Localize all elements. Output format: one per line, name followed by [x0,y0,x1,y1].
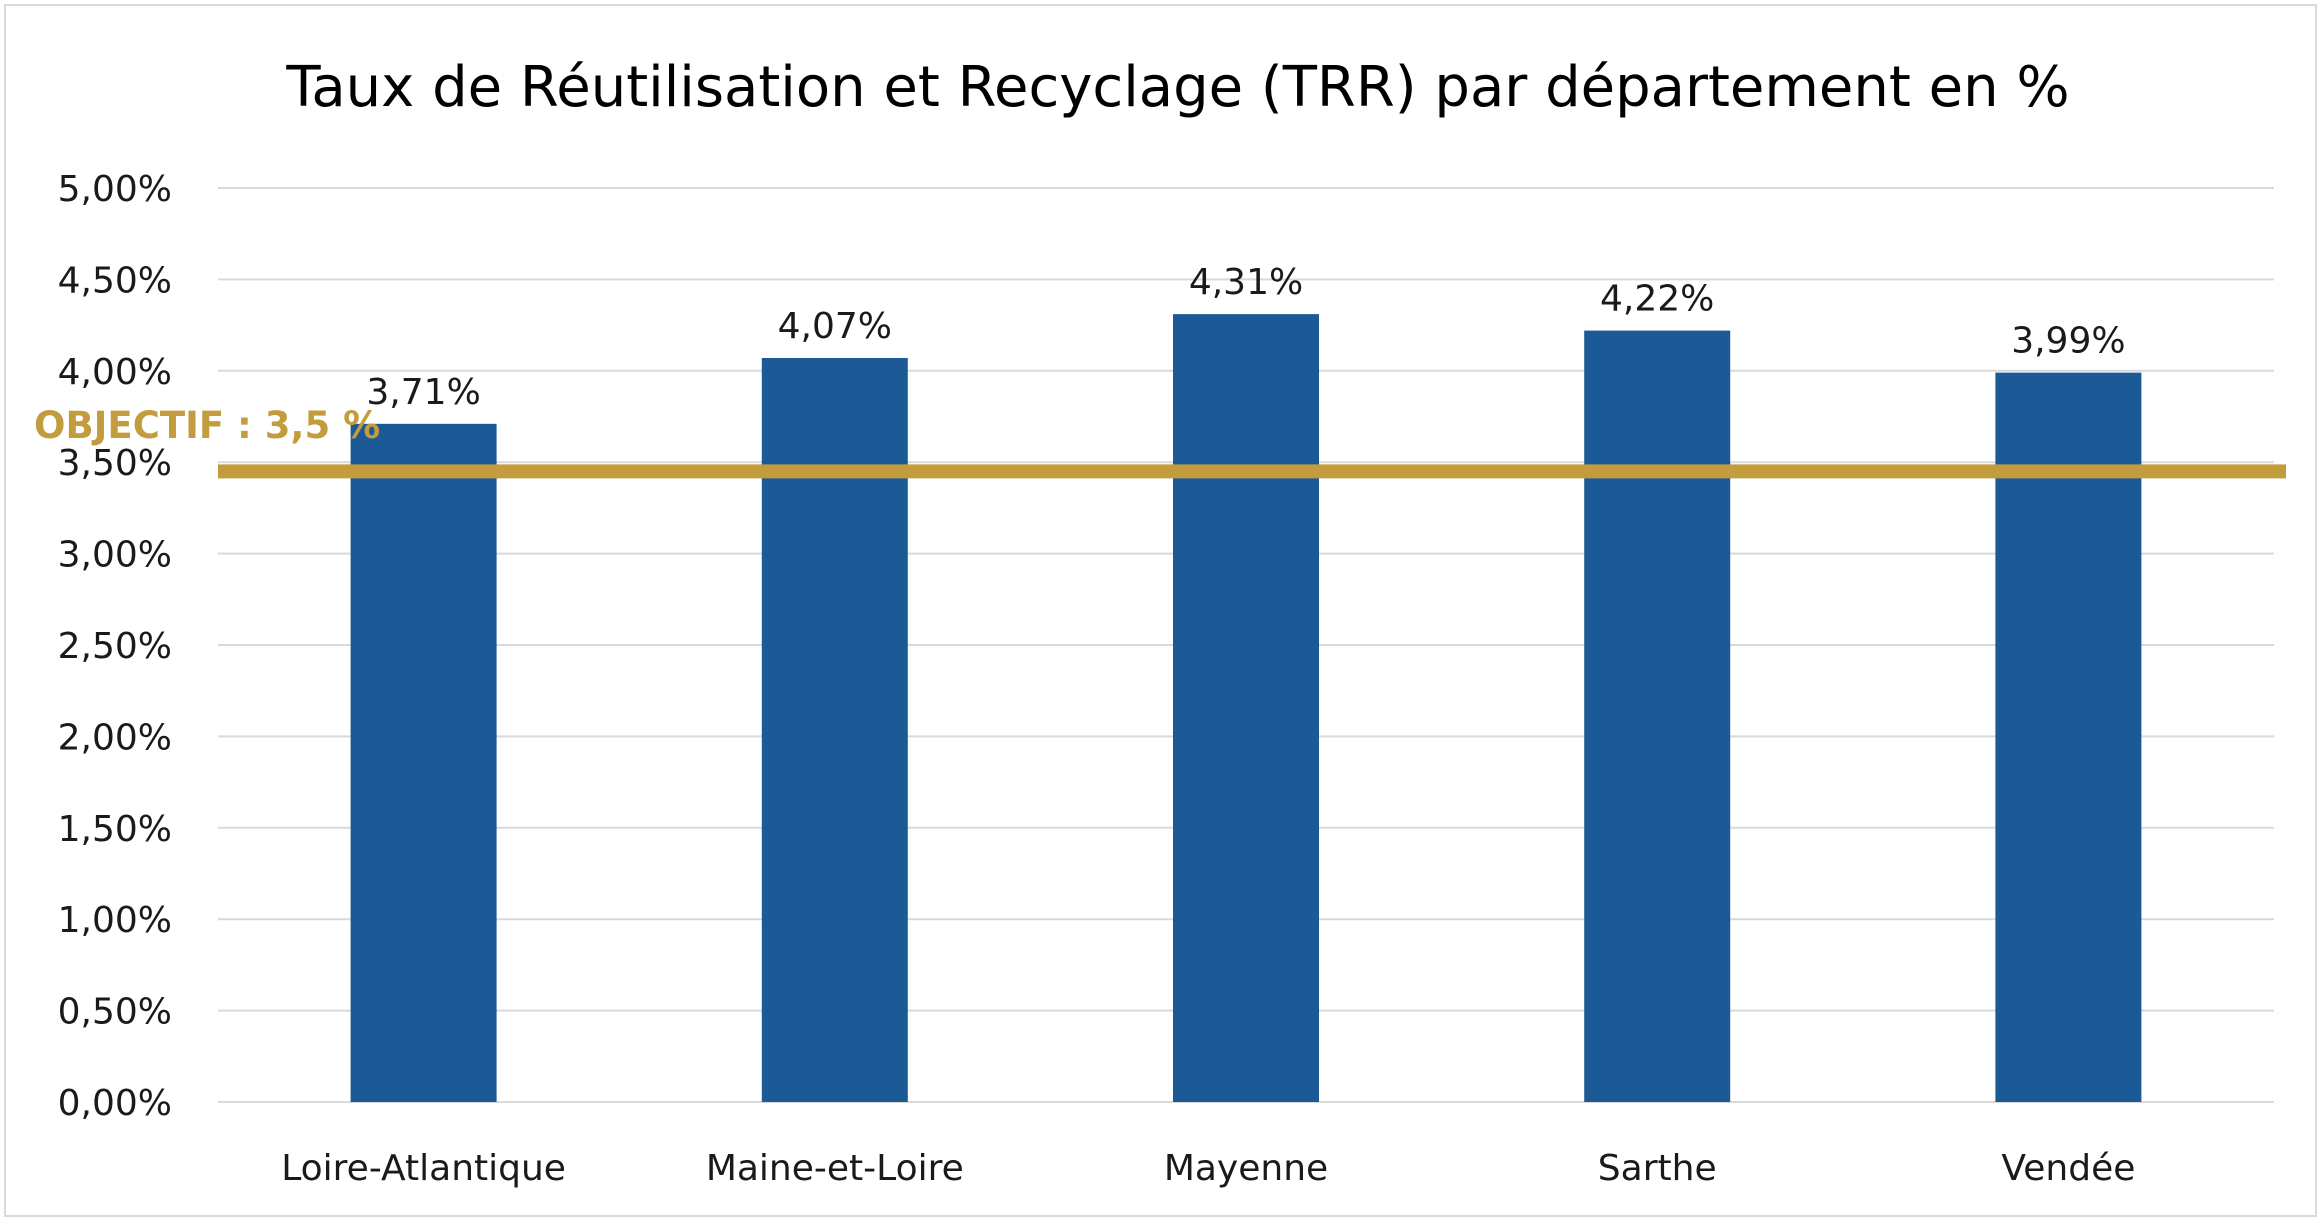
y-axis-tick-labels: 0,00% 0,50% 1,00% 1,50% 2,00% 2,50% 3,00% 3,50%… [58,169,172,1124]
data-labels: 3,71% 4,07% 4,31% 4,22% 3,99% [366,262,2125,413]
objective-label: OBJECTIF : 3,5 % [34,404,380,447]
data-label: 4,07% [778,306,892,347]
data-label: 3,99% [2011,321,2125,362]
y-tick-label: 5,00% [58,169,172,210]
category-label: Loire-Atlantique [281,1148,566,1189]
data-label: 3,71% [366,372,480,413]
bar-chart: Taux de Réutilisation et Recyclage (TRR)… [34,55,2286,1189]
y-tick-label: 3,00% [58,535,172,576]
y-tick-label: 3,50% [58,443,172,484]
chart-frame: Taux de Réutilisation et Recyclage (TRR)… [4,4,2317,1217]
category-label: Maine-et-Loire [706,1148,964,1189]
objective-line-group: OBJECTIF : 3,5 % [34,404,2286,479]
x-axis-category-labels: Loire-Atlantique Maine-et-Loire Mayenne Sar… [281,1148,2135,1189]
y-tick-label: 1,00% [58,900,172,941]
y-tick-label: 4,50% [58,260,172,301]
category-label: Vendée [2001,1148,2135,1189]
bars [350,314,2142,1103]
y-tick-label: 2,00% [58,717,172,758]
category-label: Sarthe [1598,1148,1717,1189]
bar [350,423,497,1102]
y-tick-label: 0,50% [58,992,172,1033]
chart-title: Taux de Réutilisation et Recyclage (TRR)… [285,55,2069,120]
y-tick-label: 4,00% [58,352,172,393]
bar [761,358,908,1102]
y-tick-label: 0,00% [58,1083,172,1124]
category-label: Mayenne [1164,1148,1328,1189]
data-label: 4,31% [1189,262,1303,303]
data-label: 4,22% [1600,279,1714,320]
bar [1173,314,1319,1103]
bar [1584,330,1731,1103]
y-tick-label: 1,50% [58,809,172,850]
y-tick-label: 2,50% [58,626,172,667]
bar [1995,372,2142,1102]
